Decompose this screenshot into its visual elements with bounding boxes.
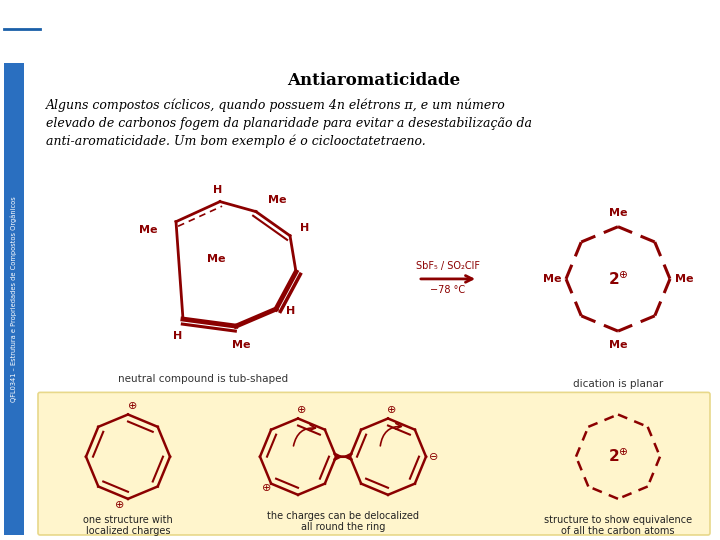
Text: dication is planar: dication is planar [573,379,663,389]
Text: ⊕: ⊕ [387,406,397,415]
Text: structure to show equivalence
of all the carbon atoms: structure to show equivalence of all the… [544,515,692,537]
Text: H: H [300,222,310,233]
FancyBboxPatch shape [38,393,710,535]
Text: Deslocalização eletrônica: Deslocalização eletrônica [180,16,540,42]
Text: Me: Me [207,254,225,264]
Text: ⊕: ⊕ [115,500,125,510]
Text: Me: Me [232,340,251,350]
Text: ⊖: ⊖ [429,451,438,462]
Text: Me: Me [543,274,562,284]
Text: Me: Me [675,274,693,284]
FancyBboxPatch shape [4,63,24,535]
Text: neutral compound is tub-shaped: neutral compound is tub-shaped [118,374,288,384]
Text: H: H [213,185,222,194]
Text: Me: Me [268,194,287,205]
Text: SbF₅ / SO₂ClF: SbF₅ / SO₂ClF [416,261,480,271]
Text: ⊕: ⊕ [128,401,138,411]
Text: Me: Me [140,225,158,235]
Text: 2$^{\oplus}$: 2$^{\oplus}$ [608,448,629,465]
Text: −78 °C: −78 °C [431,285,466,295]
Text: H: H [286,306,295,316]
Text: the charges can be delocalized
all round the ring: the charges can be delocalized all round… [267,511,419,532]
Text: ⊕: ⊕ [297,406,307,415]
Text: Alguns compostos cíclicos, quando possuem 4n elétrons π, e um número
elevado de : Alguns compostos cíclicos, quando possue… [46,98,532,148]
Text: Me: Me [608,340,627,350]
Text: ⊕: ⊕ [263,483,272,492]
Text: H: H [174,331,183,341]
Text: QFL0341 – Estrutura e Propriedades de Compostos Orgânicos: QFL0341 – Estrutura e Propriedades de Co… [11,196,17,402]
Text: one structure with
localized charges: one structure with localized charges [83,515,173,537]
Text: 2$^{\oplus}$: 2$^{\oplus}$ [608,270,629,288]
Text: Antiaromaticidade: Antiaromaticidade [287,72,461,89]
Text: Me: Me [608,208,627,218]
